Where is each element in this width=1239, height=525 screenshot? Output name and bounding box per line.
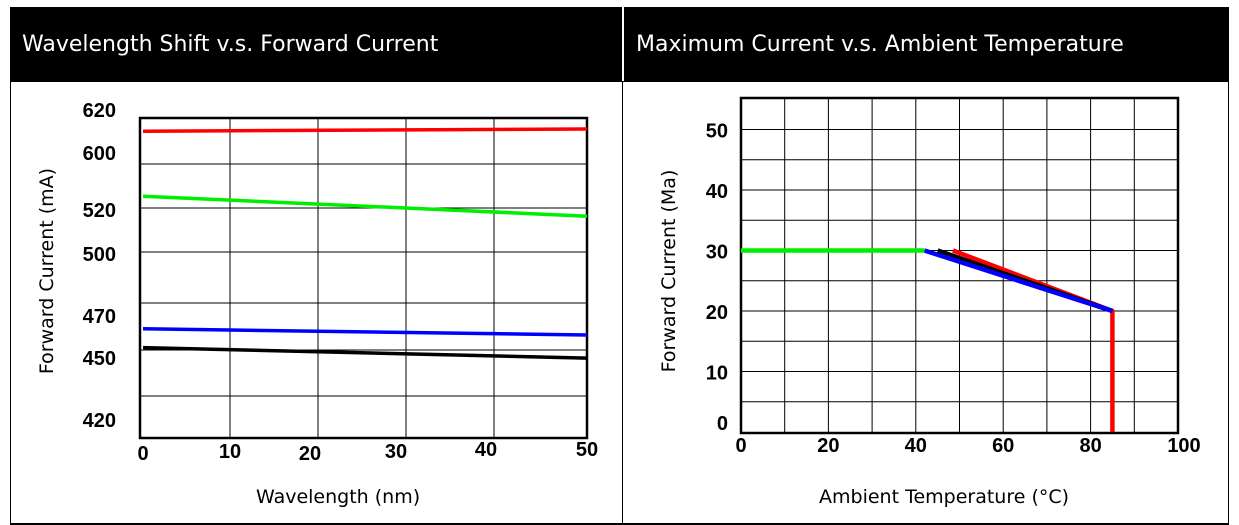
right-y-tick-label: 50	[706, 121, 728, 143]
right-x-tick-label: 20	[817, 435, 839, 457]
bottom-border	[10, 523, 1229, 525]
left-y-tick-label: 520	[83, 200, 116, 222]
right-y-tick-label: 40	[706, 181, 728, 203]
right-y-tick-label: 0	[717, 413, 728, 435]
left-x-tick-label: 50	[576, 439, 598, 460]
left-series-blue-line	[142, 327, 588, 337]
left-x-tick-label: 40	[475, 439, 497, 460]
left-x-tick-label: 20	[299, 443, 321, 460]
left-y-tick-label: 600	[83, 143, 116, 165]
left-x-tick-label: 10	[219, 441, 241, 460]
left-series-black-line	[142, 345, 588, 360]
left-series-green-line	[142, 194, 588, 218]
right-chart-xlabel: Ambient Temperature (°C)	[819, 486, 1070, 508]
left-y-tick-label: 450	[83, 348, 116, 370]
right-y-tick-label: 30	[706, 242, 728, 264]
right-y-tick-label: 10	[706, 363, 728, 385]
left-y-tick-label: 620	[83, 100, 116, 122]
right-series-blue-line	[923, 248, 1114, 314]
left-chart-ylabel: Forward Current (mA)	[36, 167, 58, 375]
right-x-tick-label: 0	[735, 435, 746, 457]
right-plot-frame	[739, 96, 1180, 435]
left-y-tick-label: 470	[83, 306, 116, 328]
left-x-tick-label: 0	[137, 443, 148, 460]
left-y-tick-label: 420	[83, 410, 116, 432]
left-series-red-line	[142, 127, 588, 133]
left-x-tick-label: 30	[385, 441, 407, 460]
right-x-tick-label: 40	[905, 435, 927, 457]
right-series-red-line	[952, 248, 1115, 432]
right-x-tick-label: 100	[1167, 435, 1200, 457]
right-x-tick-label: 60	[992, 435, 1014, 457]
right-chart-plot: 0 10 20 30 40 50 0 20 40 60 80 100	[706, 96, 1201, 457]
left-plot-frame	[138, 116, 589, 440]
left-y-tick-label: 500	[83, 244, 116, 266]
left-chart-xlabel: Wavelength (nm)	[256, 486, 421, 508]
right-y-tick-label: 20	[706, 302, 728, 324]
right-chart-title: Maximum Current v.s. Ambient Temperature	[624, 7, 1229, 81]
left-chart-plot: 420 450 470 500 520 600 620 0 10 20 30 40 50	[83, 100, 599, 460]
right-chart-ylabel: Forward Current (Ma)	[658, 169, 680, 373]
right-x-tick-label: 80	[1079, 435, 1101, 457]
left-chart-title: Wavelength Shift v.s. Forward Current	[10, 7, 622, 81]
